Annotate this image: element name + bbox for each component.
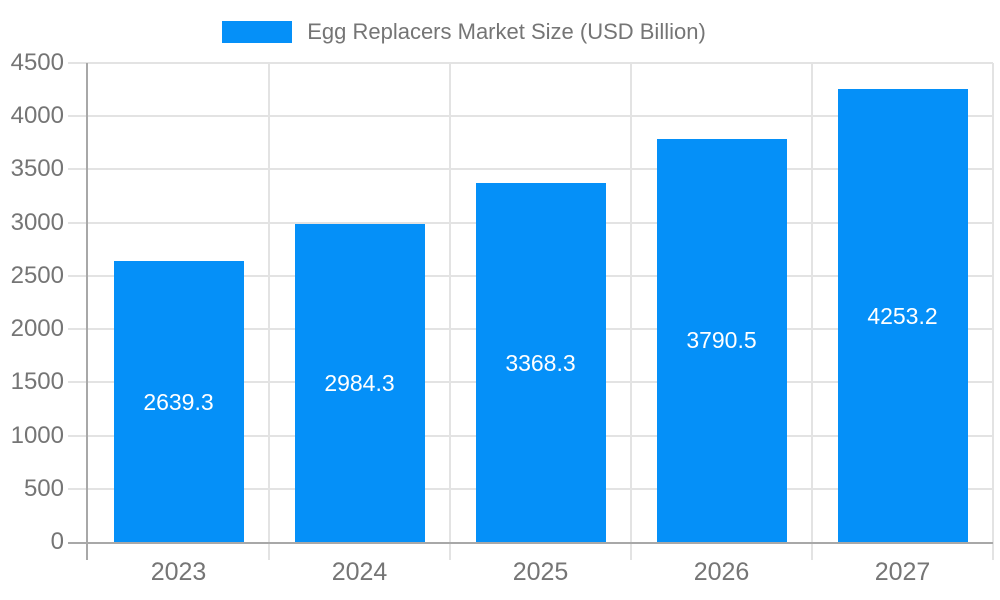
h-gridline	[68, 115, 993, 118]
bar-value-label: 3790.5	[686, 327, 757, 354]
y-axis-line	[86, 63, 88, 560]
x-tick-label: 2027	[874, 558, 931, 586]
bar-value-label: 3368.3	[505, 349, 576, 376]
x-tick-label: 2025	[512, 558, 569, 586]
bar[interactable]	[294, 224, 425, 542]
y-tick-label: 1000	[10, 421, 64, 449]
bar[interactable]	[113, 261, 244, 542]
v-gridline	[449, 63, 451, 542]
y-tick-label: 3500	[10, 155, 64, 183]
y-tick-label: 0	[50, 528, 64, 555]
v-gridline	[630, 63, 632, 542]
x-axis-tick	[630, 542, 632, 560]
x-axis-tick	[811, 542, 813, 560]
v-gridline	[992, 63, 994, 542]
h-gridline	[68, 62, 993, 64]
y-tick-label: 2500	[10, 261, 64, 289]
x-tick-label: 2023	[150, 558, 207, 586]
x-axis-line	[68, 542, 993, 544]
legend-label: Egg Replacers Market Size (USD Billion)	[307, 19, 706, 44]
bar[interactable]	[837, 89, 968, 542]
bar[interactable]	[475, 183, 606, 542]
bar[interactable]	[656, 138, 787, 542]
y-tick-label: 1500	[10, 368, 64, 396]
h-gridline	[68, 168, 993, 171]
bar-value-label: 2639.3	[143, 388, 214, 415]
x-axis-tick	[268, 542, 270, 560]
x-axis-tick	[992, 542, 994, 560]
y-tick-label: 3000	[10, 208, 64, 236]
x-tick-label: 2024	[331, 558, 388, 586]
x-tick-label: 2026	[693, 558, 750, 586]
x-axis-tick	[449, 542, 451, 560]
y-tick-label: 4500	[10, 49, 64, 76]
y-tick-label: 4000	[10, 102, 64, 130]
v-gridline	[268, 63, 270, 542]
y-tick-label: 2000	[10, 315, 64, 343]
v-gridline	[811, 63, 813, 542]
bar-value-label: 4253.2	[867, 302, 938, 329]
legend[interactable]: Egg Replacers Market Size (USD Billion)	[0, 19, 964, 45]
bar-value-label: 2984.3	[324, 370, 395, 397]
legend-swatch	[222, 21, 293, 44]
y-tick-label: 500	[23, 474, 64, 502]
